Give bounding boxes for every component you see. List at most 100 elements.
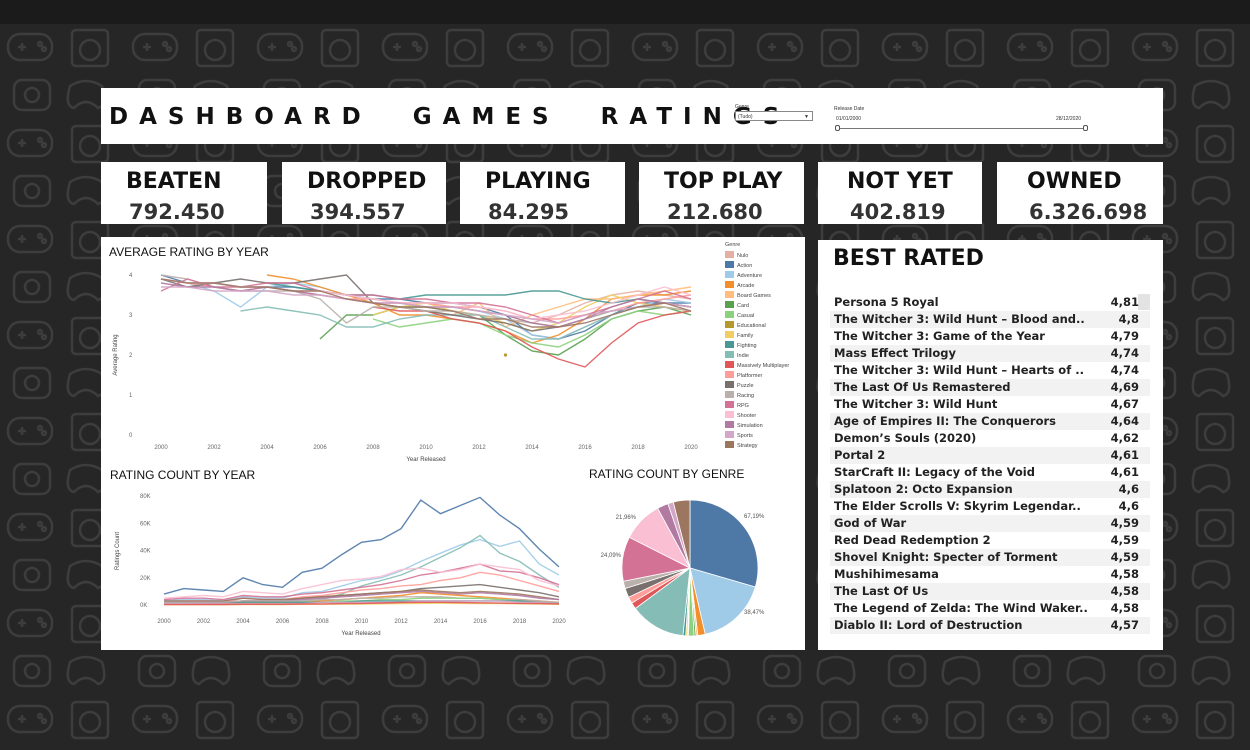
legend-label: Simulation xyxy=(737,423,763,429)
kpi-value: 6.326.698 xyxy=(1029,200,1148,224)
release-date-end-handle[interactable] xyxy=(1083,125,1088,131)
legend-swatch xyxy=(725,251,734,258)
x-tick-label: 2006 xyxy=(313,445,327,451)
game-rating: 4,58 xyxy=(1110,601,1139,615)
kpi-not-yet: NOT YET 402.819 xyxy=(818,162,982,224)
best-rated-row[interactable]: The Legend of Zelda: The Wind Waker.. 4,5… xyxy=(830,600,1150,617)
series-line xyxy=(164,601,560,606)
best-rated-row[interactable]: The Last Of Us Remastered 4,69 xyxy=(830,379,1150,396)
best-rated-row[interactable]: God of War 4,59 xyxy=(830,515,1150,532)
game-name: Demon’s Souls (2020) xyxy=(834,431,977,445)
x-tick-label: 2012 xyxy=(472,445,486,451)
legend-swatch xyxy=(725,301,734,308)
legend-label: Indie xyxy=(737,353,749,359)
legend-label: Sports xyxy=(737,433,753,439)
legend-swatch xyxy=(725,441,734,448)
y-tick-label: 20K xyxy=(140,576,151,582)
x-tick-label: 2018 xyxy=(631,445,645,451)
kpi-label: NOT YET xyxy=(847,169,953,194)
legend-swatch xyxy=(725,401,734,408)
best-rated-row[interactable]: Demon’s Souls (2020) 4,62 xyxy=(830,430,1150,447)
legend-swatch xyxy=(725,261,734,268)
kpi-value: 84.295 xyxy=(488,200,570,224)
kpi-label: TOP PLAY xyxy=(664,169,783,194)
game-rating: 4,59 xyxy=(1110,533,1139,547)
y-tick-label: 0 xyxy=(129,433,133,439)
game-name: Red Dead Redemption 2 xyxy=(834,533,991,547)
game-rating: 4,64 xyxy=(1110,414,1139,428)
release-date-start-handle[interactable] xyxy=(835,125,840,131)
legend-swatch xyxy=(725,331,734,338)
x-tick-label: 2014 xyxy=(525,445,539,451)
game-rating: 4,81 xyxy=(1110,295,1139,309)
y-tick-label: 1 xyxy=(129,393,133,399)
best-rated-row[interactable]: StarCraft II: Legacy of the Void 4,61 xyxy=(830,464,1150,481)
x-tick-label: 2020 xyxy=(684,445,698,451)
best-rated-row[interactable]: The Witcher 3: Wild Hunt – Hearts of .. 4… xyxy=(830,362,1150,379)
best-rated-row[interactable]: Portal 2 4,61 xyxy=(830,447,1150,464)
pie-slice-label: 21,96% xyxy=(616,515,637,521)
x-tick-label: 2002 xyxy=(207,445,221,451)
best-rated-row[interactable]: Mass Effect Trilogy 4,74 xyxy=(830,345,1150,362)
game-name: The Witcher 3: Wild Hunt xyxy=(834,397,998,411)
game-name: God of War xyxy=(834,516,907,530)
game-rating: 4,57 xyxy=(1110,618,1139,632)
best-rated-row[interactable]: The Last Of Us 4,58 xyxy=(830,583,1150,600)
charts-canvas: 0 1 2 3 4 2000 2002 2004 2006 2008 2010 2012 2014 201… xyxy=(113,242,789,637)
legend-swatch xyxy=(725,371,734,378)
series-line xyxy=(163,563,560,601)
series-line xyxy=(160,278,692,340)
game-rating: 4,6 xyxy=(1118,482,1139,496)
best-rated-row[interactable]: Diablo II: Lord of Destruction 4,57 xyxy=(830,617,1150,634)
genre-dropdown[interactable]: (Tudo) ▼ xyxy=(735,111,813,121)
pie-slice-label: 38,47% xyxy=(744,610,765,616)
top-bar xyxy=(0,0,1250,24)
kpi-value: 212.680 xyxy=(667,200,763,224)
series-line xyxy=(161,286,692,324)
best-rated-row[interactable]: Shovel Knight: Specter of Torment 4,59 xyxy=(830,549,1150,566)
kpi-beaten: BEATEN 792.450 xyxy=(101,162,267,224)
legend-label: Racing xyxy=(737,393,754,399)
legend-swatch xyxy=(725,421,734,428)
x-tick-label: 2002 xyxy=(197,619,211,625)
genre-filter-label: Genre xyxy=(735,104,749,110)
legend-label: Board Games xyxy=(737,293,771,299)
release-date-slider[interactable] xyxy=(838,128,1086,129)
kpi-label: OWNED xyxy=(1027,169,1122,194)
y-tick-label: 80K xyxy=(140,494,151,500)
best-rated-row[interactable]: The Witcher 3: Wild Hunt – Blood and.. 4,… xyxy=(830,311,1150,328)
best-rated-row[interactable]: The Witcher 3: Wild Hunt 4,67 xyxy=(830,396,1150,413)
pie-slice xyxy=(689,499,759,588)
rating-count-chart-title: RATING COUNT BY YEAR xyxy=(110,468,256,482)
dashboard-title: DASHBOARD GAMES RATINGS xyxy=(109,104,791,130)
best-rated-row[interactable]: Mushihimesama 4,58 xyxy=(830,566,1150,583)
y-tick-label: 4 xyxy=(129,273,133,279)
series-line xyxy=(160,278,692,324)
best-rated-row[interactable]: Splatoon 2: Octo Expansion 4,6 xyxy=(830,481,1150,498)
title-panel: DASHBOARD GAMES RATINGS xyxy=(101,88,1163,144)
x-tick-label: 2000 xyxy=(154,445,168,451)
x-tick-label: 2018 xyxy=(513,619,527,625)
game-name: Portal 2 xyxy=(834,448,886,462)
best-rated-panel: BEST RATED Persona 5 Royal 4,81 The Witche… xyxy=(818,240,1163,650)
pie-slice xyxy=(672,499,691,569)
legend-swatch xyxy=(725,361,734,368)
y-tick-label: 40K xyxy=(140,549,151,555)
game-rating: 4,59 xyxy=(1110,550,1139,564)
best-rated-row[interactable]: Red Dead Redemption 2 4,59 xyxy=(830,532,1150,549)
game-rating: 4,74 xyxy=(1110,363,1139,377)
kpi-label: BEATEN xyxy=(126,169,222,194)
game-name: The Last Of Us xyxy=(834,584,929,598)
game-name: Shovel Knight: Specter of Torment xyxy=(834,550,1058,564)
x-tick-label: 2012 xyxy=(394,619,408,625)
game-name: The Last Of Us Remastered xyxy=(834,380,1011,394)
legend-swatch xyxy=(725,391,734,398)
best-rated-row[interactable]: The Witcher 3: Game of the Year 4,79 xyxy=(830,328,1150,345)
best-rated-row[interactable]: The Elder Scrolls V: Skyrim Legendar.. 4,… xyxy=(830,498,1150,515)
best-rated-row[interactable]: Persona 5 Royal 4,81 xyxy=(830,294,1150,311)
game-name: Mass Effect Trilogy xyxy=(834,346,956,360)
y-tick-label: 3 xyxy=(129,313,133,319)
genre-dropdown-value: (Tudo) xyxy=(738,114,753,120)
scrollbar[interactable] xyxy=(1138,294,1150,310)
best-rated-row[interactable]: Age of Empires II: The Conquerors 4,64 xyxy=(830,413,1150,430)
